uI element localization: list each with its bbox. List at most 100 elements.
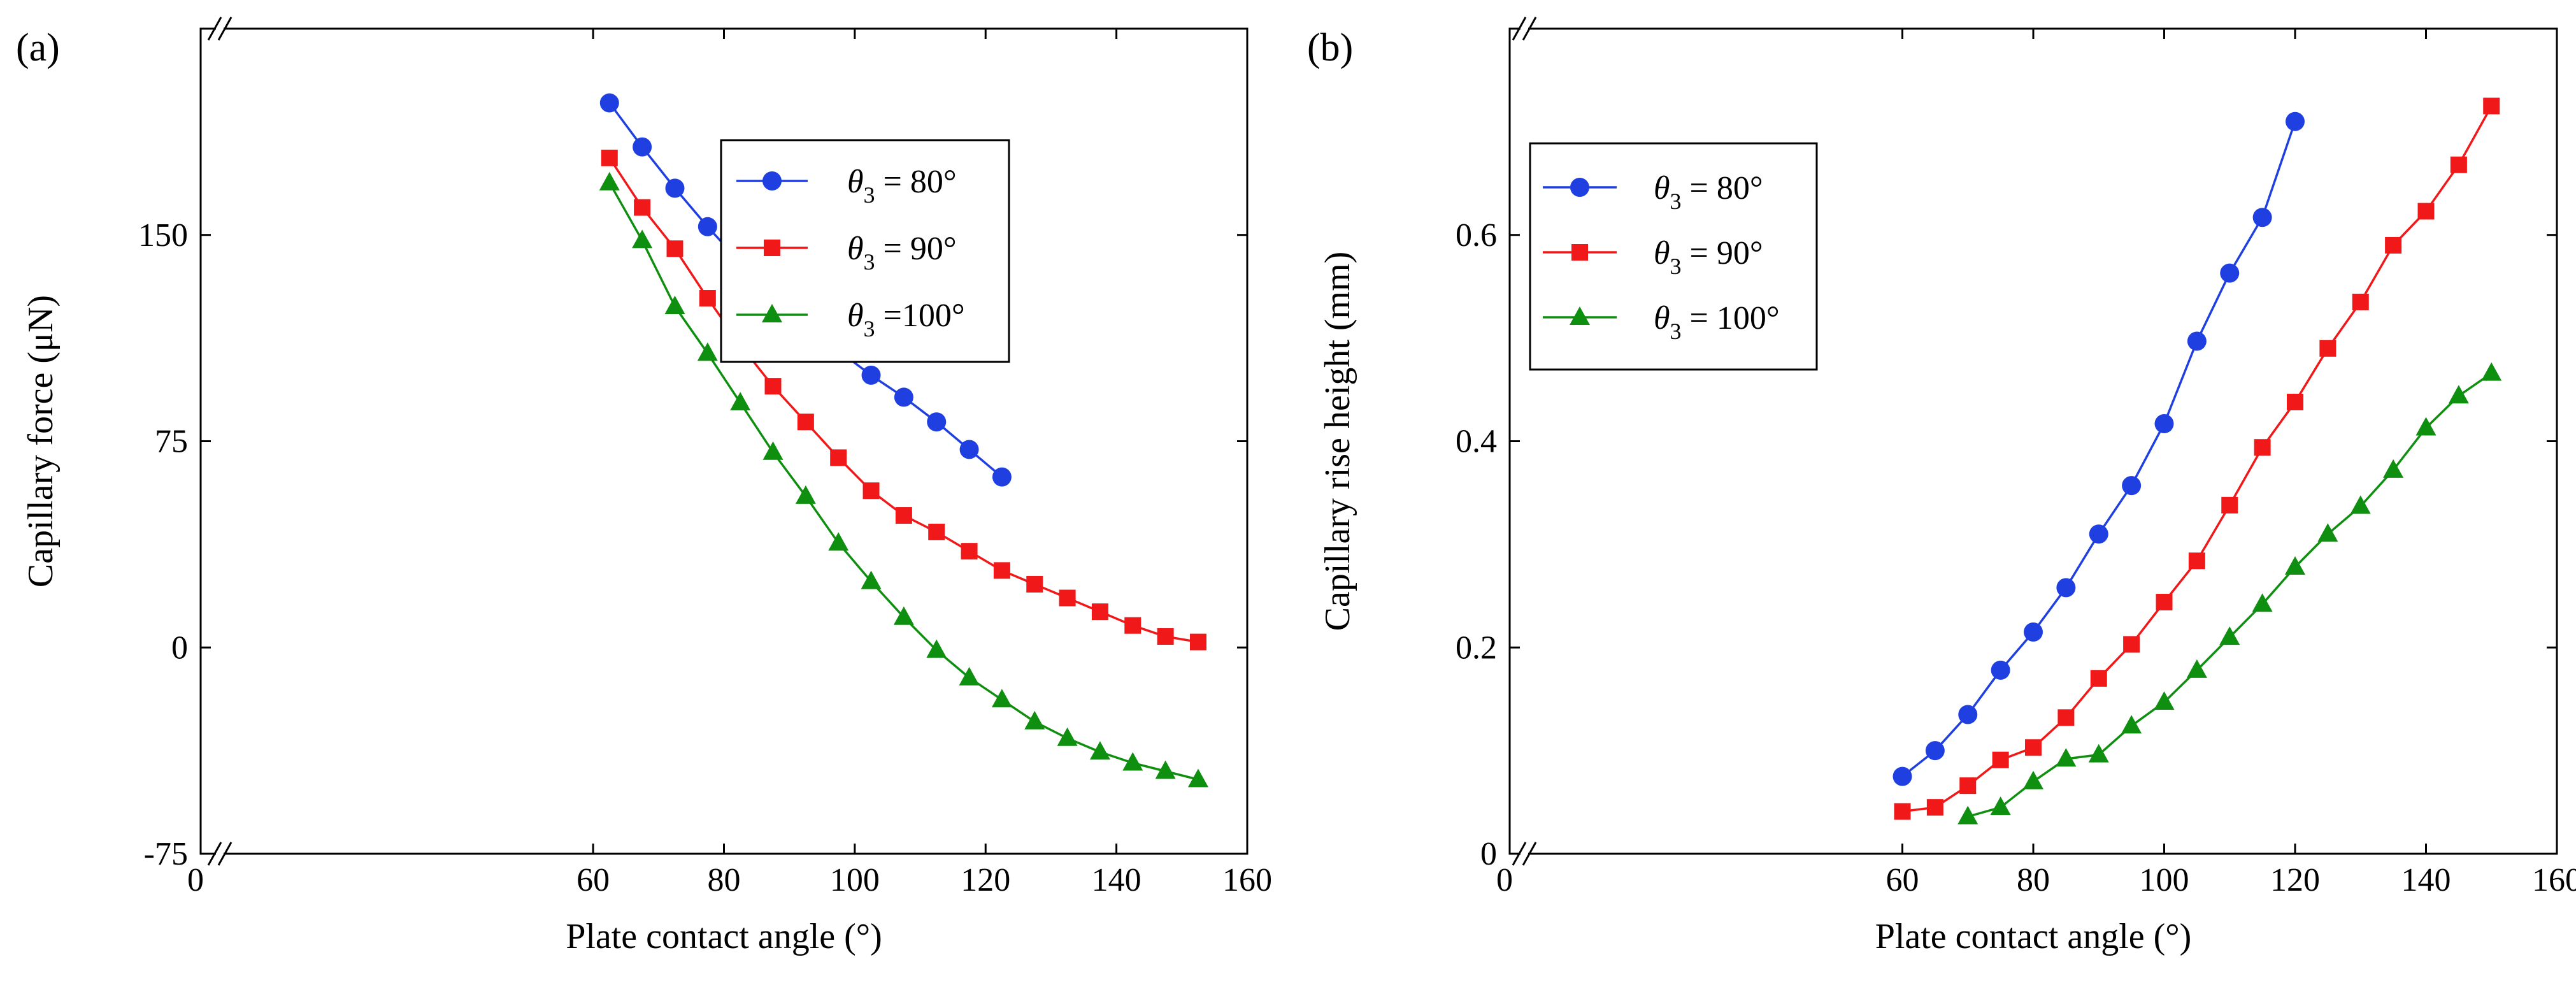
data-point [1990, 796, 2011, 816]
data-point [2254, 439, 2271, 456]
legend-theta: θ [847, 231, 864, 267]
axis-break-gap [1521, 26, 1528, 31]
series-square [1894, 97, 2500, 820]
data-point [991, 689, 1012, 708]
y-axis-title: Capillary force (μN) [21, 295, 61, 587]
data-point [2221, 496, 2238, 514]
series-triangle [599, 171, 1208, 787]
data-point [2448, 385, 2469, 404]
data-point [2123, 636, 2140, 653]
data-point [1992, 751, 2009, 768]
x-tick-label: 100 [830, 862, 880, 898]
data-point [698, 217, 717, 236]
data-point [2025, 739, 2042, 756]
legend-entry: θ3 =100° [736, 298, 965, 342]
data-point [797, 413, 814, 431]
data-point [2156, 594, 2173, 611]
data-point [599, 93, 619, 113]
data-point [2056, 748, 2077, 767]
data-point [2319, 340, 2336, 357]
data-point [1122, 752, 1143, 771]
legend-entry: θ3 = 80° [736, 164, 957, 208]
axis-break-top [207, 17, 222, 41]
data-point [992, 467, 1012, 487]
legend-subscript: 3 [1670, 189, 1682, 214]
data-point [1959, 777, 1977, 794]
x-axis: 0 60 80 100 120 140 160 [187, 29, 1272, 898]
data-point [927, 412, 947, 432]
legend-entry: θ3 = 90° [1543, 235, 1763, 279]
data-point [2188, 552, 2205, 570]
data-point [2121, 715, 2142, 734]
x-tick-label: 0 [187, 862, 204, 898]
axis-break-top [1522, 17, 1537, 41]
data-point [2023, 770, 2043, 789]
data-point [2287, 393, 2303, 410]
data-point [1991, 660, 2010, 680]
data-point [1187, 768, 1208, 787]
axis-break-gap [216, 851, 224, 856]
data-point [665, 178, 685, 198]
data-point [830, 449, 847, 466]
data-point [2056, 578, 2076, 598]
axis-break-bottom [217, 842, 233, 866]
data-point [2481, 362, 2502, 381]
data-point [828, 532, 849, 551]
data-point [2285, 556, 2305, 575]
y-axis: 0 0.2 0.4 0.6 [1456, 217, 2557, 872]
y-tick-label: 75 [155, 424, 188, 460]
data-point [2186, 659, 2207, 678]
data-point [1059, 589, 1076, 607]
data-point [1057, 727, 1078, 746]
x-axis: 0 60 80 100 120 140 160 [1496, 29, 2576, 898]
data-point [2350, 495, 2371, 514]
legend-theta: θ [1654, 235, 1670, 271]
data-point [633, 137, 652, 157]
data-point [861, 570, 882, 589]
x-tick-label: 100 [2140, 862, 2189, 898]
legend-subscript: 3 [864, 182, 875, 208]
data-point [795, 485, 816, 504]
data-point [764, 378, 782, 395]
x-tick-label: 140 [1092, 862, 1141, 898]
data-point [599, 171, 620, 191]
legend-label: θ3 = 90° [847, 231, 957, 275]
data-point [2252, 593, 2273, 612]
chart-panel-b: (b) 0 60 80 100 120 140 160 0 0.2 0.4 0.6 Plate cont… [1307, 17, 2576, 956]
data-point [993, 562, 1010, 579]
data-point [893, 606, 914, 625]
data-point [699, 290, 716, 307]
legend-marker [1570, 306, 1590, 325]
data-point [2352, 293, 2369, 310]
data-point [1024, 710, 1045, 730]
data-point [1925, 741, 1945, 761]
data-point [1926, 799, 1943, 816]
legend-marker [762, 304, 782, 322]
data-point [1026, 575, 1043, 593]
y-axis: -75 0 75 150 [138, 217, 1247, 872]
data-point [2317, 523, 2338, 542]
legend-value: = 80° [1682, 170, 1763, 206]
legend-label: θ3 = 90° [1654, 235, 1763, 279]
data-point [2154, 413, 2174, 433]
legend-subscript: 3 [864, 249, 875, 275]
data-point [1155, 760, 1176, 779]
data-point [2385, 236, 2402, 254]
data-point [1091, 603, 1108, 621]
data-point [959, 666, 980, 686]
data-point [2089, 524, 2108, 544]
data-point [2415, 417, 2436, 436]
data-point [1894, 803, 1911, 820]
axis-break-gap [216, 26, 224, 31]
series-line [1967, 372, 2493, 818]
data-point [2024, 622, 2043, 642]
y-tick-label: 0.2 [1456, 629, 1497, 666]
y-tick-label: 0.4 [1456, 424, 1497, 460]
data-point [1124, 617, 1141, 634]
legend-subscript: 3 [1670, 254, 1682, 279]
legend-value: = 90° [875, 231, 957, 267]
data-point [634, 199, 651, 216]
data-point [1893, 766, 1912, 786]
